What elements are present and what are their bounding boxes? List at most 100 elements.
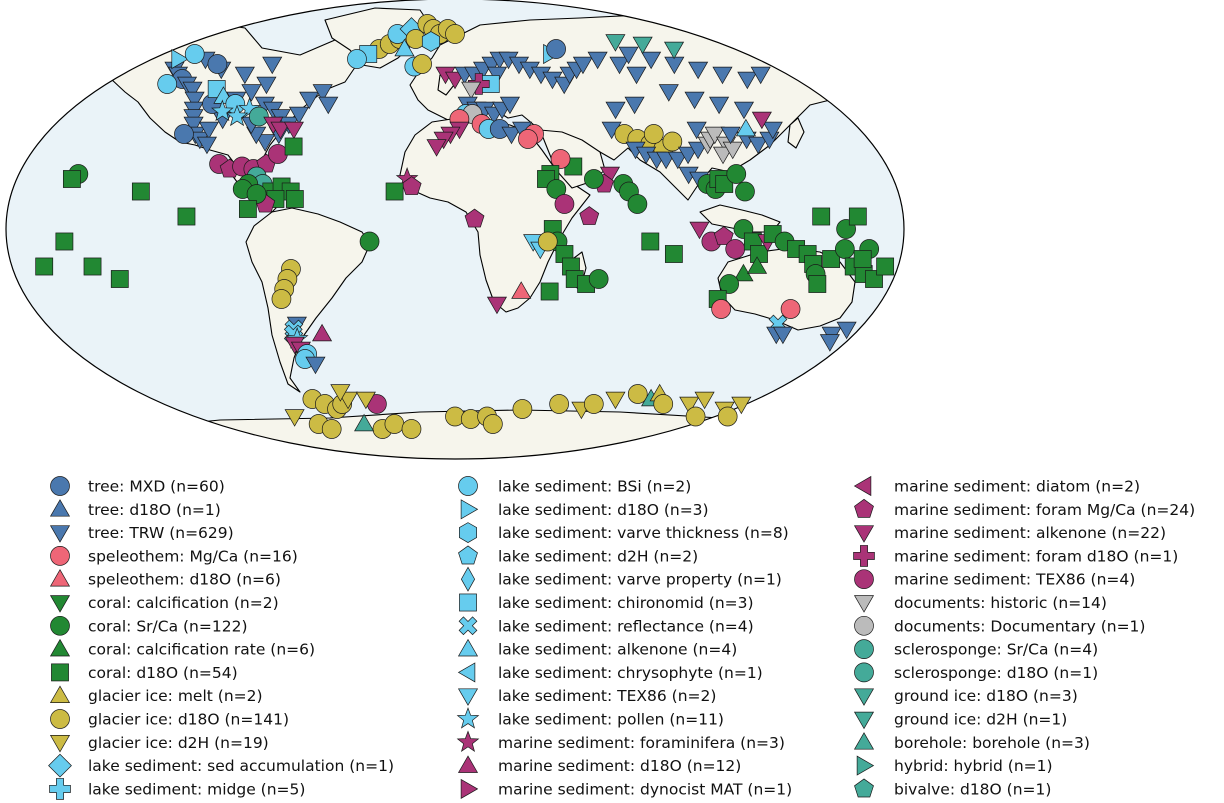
legend-symbol-plus — [49, 778, 71, 800]
site-marker-glacier-ice-d18o — [643, 124, 664, 144]
legend-entry-lake-sediment-alkenone: lake sediment: alkenone (n=4) — [457, 638, 737, 659]
legend-symbol-pentagon — [854, 778, 874, 798]
legend-label: sclerosponge: Sr/Ca (n=4) — [894, 641, 1098, 659]
site-marker-glacier-ice-d2h — [330, 384, 351, 402]
legend-symbol-square — [51, 663, 69, 682]
legend-entry-marine-sediment-dynocist-mat: marine sediment: dynocist MAT (n=1) — [460, 778, 792, 799]
site-marker-glacier-ice-d18o — [412, 54, 432, 74]
legend: tree: MXD (n=60) tree: d18O (n=1) tree: TR… — [48, 475, 1195, 800]
legend-symbol-triangle-left — [853, 475, 872, 497]
site-marker-coral-d18o — [385, 182, 404, 201]
legend-symbol-hexagon — [459, 522, 477, 543]
legend-label: tree: MXD (n=60) — [88, 478, 225, 496]
legend-symbol-circle — [854, 639, 874, 659]
site-marker-glacier-ice-d18o — [627, 384, 648, 404]
legend-entry-lake-sediment-midge: lake sediment: midge (n=5) — [49, 778, 305, 800]
legend-entry-ground-ice-d18o: ground ice: d18O (n=3) — [853, 687, 1078, 706]
legend-label: marine sediment: TEX86 (n=4) — [894, 571, 1135, 589]
legend-label: lake sediment: sed accumulation (n=1) — [88, 757, 394, 775]
site-marker-coral-d18o — [641, 232, 660, 251]
site-marker-tree-trw — [677, 146, 699, 165]
legend-label: coral: calcification (n=2) — [88, 594, 279, 612]
legend-entry-marine-sediment-foraminifera: marine sediment: foraminifera (n=3) — [456, 730, 785, 752]
site-marker-tree-trw — [305, 356, 326, 375]
legend-label: lake sediment: alkenone (n=4) — [498, 641, 737, 659]
site-marker-marine-sediment-alkenone — [486, 296, 508, 315]
site-marker-ground-ice-d18o — [632, 36, 653, 55]
legend-entry-lake-sediment-chironomid: lake sediment: chironomid (n=3) — [459, 593, 754, 612]
legend-symbol-triangle-up — [49, 685, 71, 703]
site-marker-coral-sr-ca — [719, 274, 739, 294]
legend-label: hybrid: hybrid (n=1) — [894, 757, 1053, 775]
legend-symbol-diamond — [48, 753, 72, 778]
legend-symbol-triangle-down — [853, 595, 875, 613]
site-marker-glacier-ice-d2h — [679, 396, 700, 415]
legend-entry-coral-sr-ca: coral: Sr/Ca (n=122) — [50, 615, 248, 636]
legend-symbol-triangle-down — [49, 595, 71, 613]
site-marker-marine-sediment-d18o — [312, 323, 333, 342]
legend-label: marine sediment: foraminifera (n=3) — [498, 734, 785, 752]
site-marker-tree-trw — [641, 51, 662, 70]
site-marker-tree-trw — [572, 56, 594, 75]
site-marker-coral-d18o — [110, 270, 129, 288]
site-marker-marine-sediment-alkenone — [283, 121, 304, 140]
legend-symbol-x — [458, 616, 478, 636]
site-marker-tree-trw — [686, 121, 707, 140]
site-marker-tree-mxd — [207, 54, 228, 74]
legend-entry-speleothem-d18o: speleothem: d18O (n=6) — [49, 568, 281, 589]
legend-entry-hybrid-hybrid: hybrid: hybrid (n=1) — [856, 755, 1053, 776]
legend-entry-lake-sediment-chrysophyte: lake sediment: chrysophyte (n=1) — [457, 662, 763, 683]
legend-label: lake sediment: pollen (n=11) — [498, 711, 724, 729]
legend-label: speleothem: Mg/Ca (n=16) — [88, 547, 298, 565]
legend-label: documents: Documentary (n=1) — [894, 617, 1145, 635]
legend-symbol-triangle-up — [457, 638, 479, 657]
site-marker-marine-sediment-alkenone — [751, 111, 772, 130]
site-marker-tree-trw — [499, 96, 520, 115]
legend-label: lake sediment: TEX86 (n=2) — [498, 687, 716, 705]
site-marker-lake-sediment-bsi — [157, 74, 178, 94]
site-marker-glacier-ice-d2h — [605, 391, 626, 410]
legend-label: lake sediment: d2H (n=2) — [498, 547, 698, 565]
legend-label: ground ice: d2H (n=1) — [894, 711, 1067, 729]
legend-symbol-circle — [854, 615, 874, 636]
site-marker-lake-sediment-pollen — [211, 99, 234, 122]
site-marker-tree-trw — [733, 101, 755, 120]
site-marker-marine-sediment-foram-mg-ca — [464, 208, 485, 228]
map-panel — [5, 0, 905, 460]
legend-symbol-triangle-down — [853, 711, 875, 730]
site-marker-tree-trw — [318, 96, 339, 115]
legend-symbol-triangle-up — [49, 499, 71, 517]
legend-entry-ground-ice-d2h: ground ice: d2H (n=1) — [853, 711, 1067, 730]
site-marker-coral-d18o — [876, 257, 895, 276]
proxy-sites-layer — [35, 14, 895, 439]
site-marker-tree-mxd — [546, 39, 566, 59]
legend-label: coral: calcification rate (n=6) — [88, 641, 315, 659]
site-marker-glacier-ice-d2h — [355, 391, 376, 410]
landmass-japan — [787, 117, 805, 149]
site-marker-tree-trw — [836, 321, 857, 340]
site-marker-glacier-ice-d18o — [583, 394, 604, 414]
legend-entry-bivalve-d18o: bivalve: d18O (n=1) — [854, 778, 1051, 798]
legend-entry-coral-d18o: coral: d18O (n=54) — [51, 663, 238, 682]
legend-entry-sclerosponge-sr-ca: sclerosponge: Sr/Ca (n=4) — [854, 639, 1098, 659]
legend-label: lake sediment: varve thickness (n=8) — [498, 524, 789, 542]
legend-symbol-triangle-right — [856, 755, 875, 776]
site-marker-coral-d18o — [664, 245, 683, 263]
site-marker-tree-trw — [312, 84, 333, 102]
legend-label: marine sediment: foram d18O (n=1) — [894, 547, 1178, 565]
site-marker-marine-sediment-tex86 — [725, 239, 746, 259]
site-marker-tree-trw — [772, 326, 793, 345]
site-marker-glacier-ice-d18o — [321, 419, 342, 439]
site-marker-speleothem-d18o — [511, 281, 532, 299]
site-marker-glacier-ice-d18o — [271, 289, 292, 309]
site-marker-coral-d18o — [284, 137, 303, 156]
site-marker-glacier-ice-d18o — [512, 399, 533, 419]
landmass-south-america — [245, 207, 371, 393]
site-marker-tree-trw — [762, 121, 783, 140]
site-marker-lake-sediment-alkenone — [394, 38, 415, 57]
legend-symbol-pentagon — [458, 545, 478, 565]
site-marker-coral-d18o — [131, 182, 150, 201]
site-marker-coral-sr-ca — [834, 239, 855, 259]
legend-symbol-triangle-down — [853, 688, 875, 706]
site-marker-coral-d18o — [848, 207, 867, 226]
